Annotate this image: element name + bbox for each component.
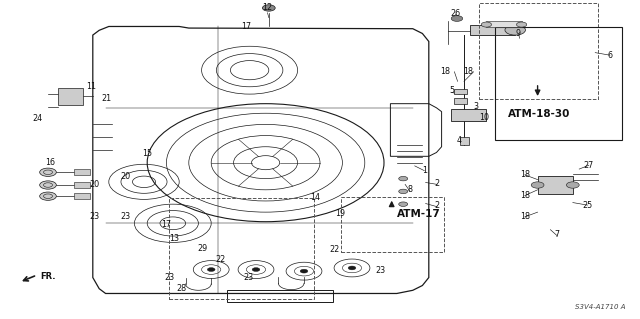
Text: ATM-18-30: ATM-18-30 xyxy=(508,109,570,119)
Circle shape xyxy=(505,25,525,35)
Text: 20: 20 xyxy=(120,172,131,181)
Text: 14: 14 xyxy=(310,193,321,202)
Circle shape xyxy=(399,202,408,206)
Text: 22: 22 xyxy=(330,245,340,254)
Text: 2: 2 xyxy=(435,179,440,188)
Circle shape xyxy=(262,5,275,11)
Bar xyxy=(58,88,83,105)
Text: 9: 9 xyxy=(516,29,521,38)
Text: 11: 11 xyxy=(86,82,96,91)
Bar xyxy=(470,25,515,35)
Circle shape xyxy=(516,22,527,27)
Text: 21: 21 xyxy=(101,94,111,103)
Text: 27: 27 xyxy=(584,161,594,170)
Text: 8: 8 xyxy=(407,185,412,194)
Text: 1: 1 xyxy=(422,166,427,175)
Bar xyxy=(454,89,467,94)
Text: 22: 22 xyxy=(215,255,225,264)
Circle shape xyxy=(566,182,579,188)
Text: 25: 25 xyxy=(582,201,593,210)
Circle shape xyxy=(399,189,408,194)
Text: 18: 18 xyxy=(463,67,473,76)
Text: ATM-17: ATM-17 xyxy=(397,209,441,219)
Text: 23: 23 xyxy=(376,266,386,275)
Bar xyxy=(495,27,622,140)
Circle shape xyxy=(207,268,215,271)
Bar xyxy=(74,182,90,188)
Text: 4: 4 xyxy=(457,136,462,145)
Text: 18: 18 xyxy=(520,170,530,179)
Text: 23: 23 xyxy=(164,273,175,282)
Bar xyxy=(454,98,467,104)
Text: 28: 28 xyxy=(177,284,187,293)
Circle shape xyxy=(348,266,356,270)
Text: 12: 12 xyxy=(262,4,273,12)
Text: 7: 7 xyxy=(554,230,559,239)
Bar xyxy=(486,21,522,27)
Text: 6: 6 xyxy=(607,51,612,60)
Bar xyxy=(74,169,90,175)
Text: 17: 17 xyxy=(241,22,252,31)
Bar xyxy=(460,137,469,145)
Circle shape xyxy=(531,182,544,188)
Text: 13: 13 xyxy=(169,234,179,243)
Circle shape xyxy=(40,192,56,200)
Circle shape xyxy=(40,181,56,189)
Text: 23: 23 xyxy=(243,273,253,282)
Bar xyxy=(74,193,90,199)
Circle shape xyxy=(252,268,260,271)
Bar xyxy=(169,198,314,299)
Circle shape xyxy=(300,269,308,273)
Text: 18: 18 xyxy=(520,191,530,200)
Text: 17: 17 xyxy=(161,220,172,229)
Circle shape xyxy=(451,16,463,21)
Text: 24: 24 xyxy=(32,114,42,122)
Circle shape xyxy=(399,176,408,181)
Bar xyxy=(479,3,598,99)
Circle shape xyxy=(481,22,492,27)
Text: S3V4-A1710 A: S3V4-A1710 A xyxy=(575,304,626,310)
Text: 18: 18 xyxy=(520,212,530,221)
Text: 10: 10 xyxy=(479,113,490,122)
Bar xyxy=(227,290,333,302)
Text: 15: 15 xyxy=(142,149,152,158)
Text: 16: 16 xyxy=(45,158,55,167)
Text: 3: 3 xyxy=(474,102,479,111)
Bar xyxy=(538,176,573,194)
Text: 23: 23 xyxy=(90,212,100,221)
Text: 23: 23 xyxy=(120,212,131,221)
Bar xyxy=(451,109,486,121)
Text: 26: 26 xyxy=(451,9,461,18)
Text: 5: 5 xyxy=(449,86,454,95)
Text: 2: 2 xyxy=(435,201,440,210)
Circle shape xyxy=(40,168,56,176)
Text: FR.: FR. xyxy=(40,272,56,281)
Bar xyxy=(341,197,444,252)
Text: 20: 20 xyxy=(90,180,100,189)
Text: 19: 19 xyxy=(335,209,346,218)
Text: 29: 29 xyxy=(197,244,207,253)
Text: 18: 18 xyxy=(440,67,451,76)
